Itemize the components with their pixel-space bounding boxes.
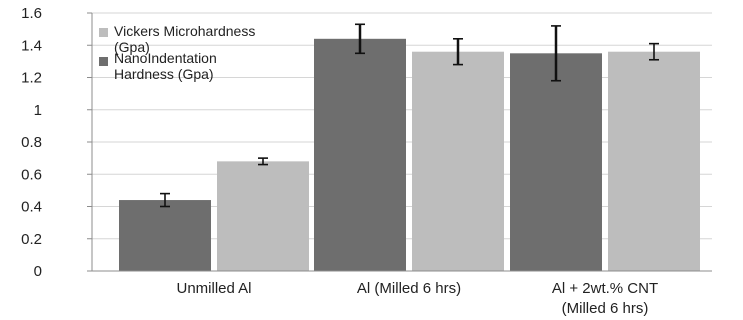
bar-series1-cat2 [510,53,602,271]
legend-label-series1: Hardness (Gpa) [114,66,214,82]
legend-swatch-series1 [99,57,108,66]
category-label: Al (Milled 6 hrs) [357,280,461,297]
legend-label-series1: NanoIndentation [114,50,217,66]
bar-series0-cat1 [412,51,504,272]
y-tick-label: 0.2 [21,231,42,248]
y-tick-label: 0.4 [21,199,42,216]
y-tick-label: 0.8 [21,134,42,151]
category-label: (Milled 6 hrs) [562,300,649,317]
y-tick-label: 1.4 [21,37,42,54]
legend-label-series0: Vickers Microhardness [114,23,255,39]
y-tick-label: 1 [34,102,42,119]
legend-swatch-series0 [99,28,108,37]
y-tick-label: 1.6 [21,5,42,22]
x-axis: Unmilled Al Al (Milled 6 hrs) Al + 2wt.% C… [92,270,712,317]
y-tick-label: 1.2 [21,70,42,87]
y-tick-label: 0 [34,263,42,280]
bars [119,38,700,272]
bar-series1-cat0 [119,200,211,271]
category-label: Unmilled Al [176,280,251,297]
bar-series0-cat0 [217,161,309,271]
y-tick-label: 0.6 [21,166,42,183]
bar-series0-cat2 [608,51,700,272]
error-bars [160,23,659,208]
y-axis: 0 0.2 0.4 0.6 0.8 1 1.2 1.4 1.6 [21,5,93,280]
legend: Vickers Microhardness(Gpa)NanoIndentatio… [99,23,255,82]
legend-label-series0: (Gpa) [114,39,150,55]
category-label: Al + 2wt.% CNT [552,280,658,297]
bar-series1-cat1 [314,38,406,271]
